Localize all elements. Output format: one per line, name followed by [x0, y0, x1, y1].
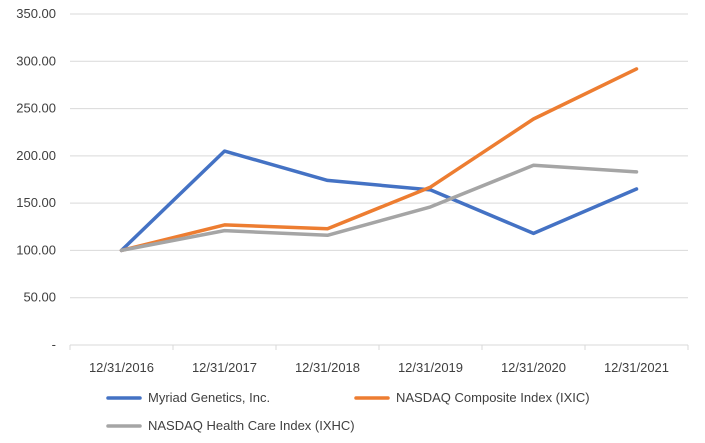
x-tick-labels: 12/31/2016 12/31/2017 12/31/2018 12/31/2019…	[89, 360, 669, 375]
y-tick-label: 350.00	[16, 6, 56, 21]
series-line-1	[119, 149, 639, 253]
y-tick-label: 200.00	[16, 148, 56, 163]
x-tick-label: 12/31/2020	[501, 360, 566, 375]
axes	[69, 344, 689, 350]
x-tick-label: 12/31/2018	[295, 360, 360, 375]
series-lines	[119, 67, 639, 253]
legend-label: NASDAQ Composite Index (IXIC)	[396, 390, 590, 405]
x-tick-label: 12/31/2017	[192, 360, 257, 375]
legend-item: NASDAQ Health Care Index (IXHC)	[106, 418, 355, 433]
legend-item: NASDAQ Composite Index (IXIC)	[354, 390, 590, 405]
legend-item: Myriad Genetics, Inc.	[106, 390, 270, 405]
y-tick-label: 150.00	[16, 195, 56, 210]
legend: Myriad Genetics, Inc. NASDAQ Composite In…	[106, 390, 590, 433]
y-tick-label: 250.00	[16, 101, 56, 116]
x-tick-label: 12/31/2016	[89, 360, 154, 375]
series-line-3	[119, 163, 639, 253]
y-tick-label: 100.00	[16, 242, 56, 257]
x-tick-label: 12/31/2021	[604, 360, 669, 375]
y-tick-label: -	[52, 337, 56, 352]
y-tick-labels: - 50.00 100.00 150.00 200.00 250.00 300.00 350.…	[16, 6, 56, 352]
x-tick-label: 12/31/2019	[398, 360, 463, 375]
legend-label: Myriad Genetics, Inc.	[148, 390, 270, 405]
y-tick-label: 300.00	[16, 53, 56, 68]
series-line-2	[119, 67, 639, 253]
gridlines	[70, 13, 688, 299]
legend-label: NASDAQ Health Care Index (IXHC)	[148, 418, 355, 433]
y-tick-label: 50.00	[23, 290, 56, 305]
